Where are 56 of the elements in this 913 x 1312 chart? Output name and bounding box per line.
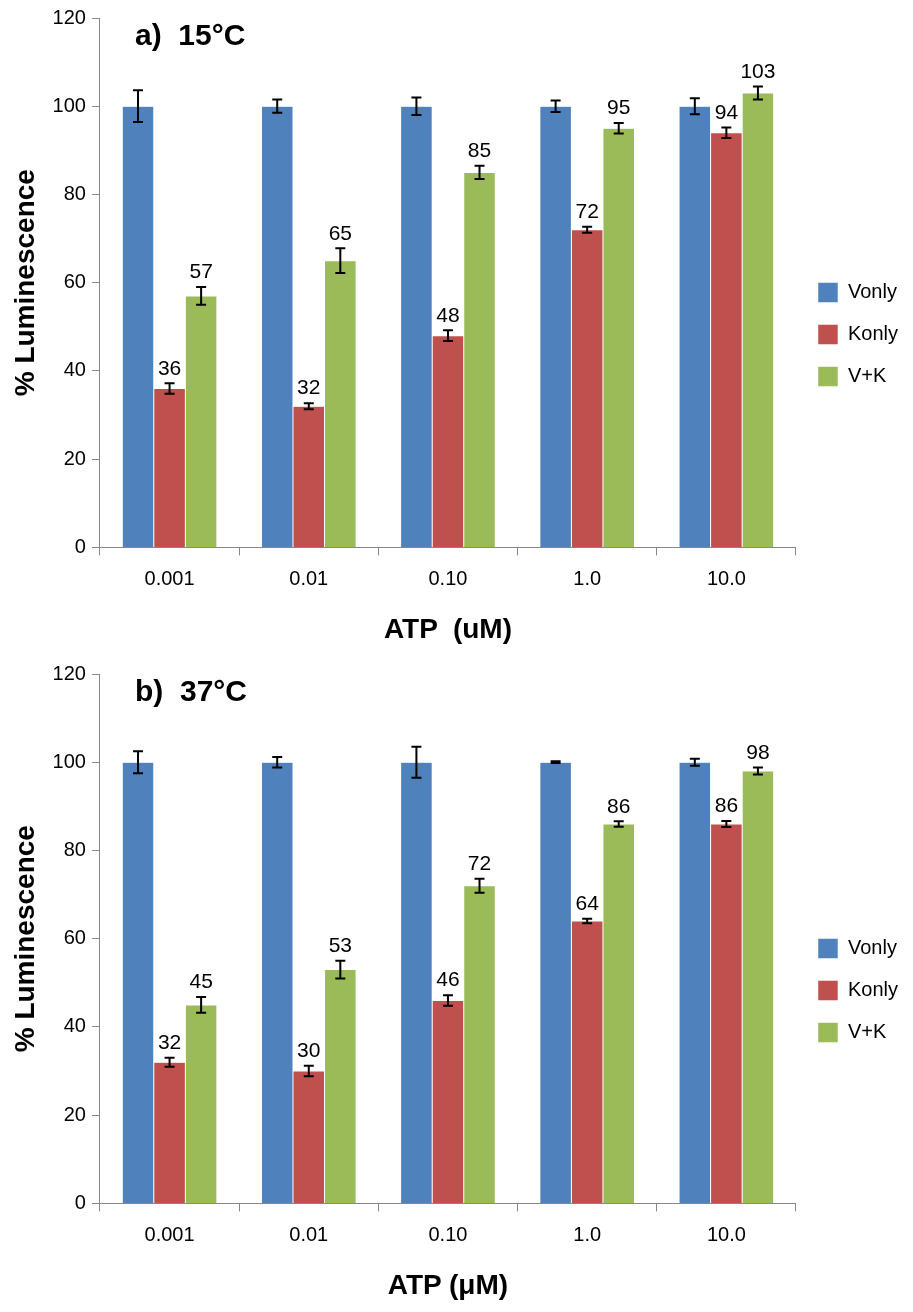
data-label: 86 [714, 793, 739, 817]
legend-label: Konly [847, 978, 898, 1001]
data-label: 103 [740, 58, 776, 82]
x-tick-label: 1.0 [573, 566, 602, 589]
x-tick-label: 10.0 [706, 566, 746, 589]
data-label: 95 [607, 95, 631, 119]
x-tick-label: 0.001 [144, 1222, 195, 1245]
data-label: 45 [189, 969, 213, 993]
x-tick-label: 0.10 [428, 566, 468, 589]
chart-title: b) 37°C [134, 674, 247, 708]
y-tick-label: 120 [52, 5, 86, 28]
legend-label: V+K [847, 1020, 887, 1043]
legend-label: Konly [847, 322, 898, 345]
data-label: 32 [157, 1030, 182, 1054]
legend-label: Vonly [847, 280, 897, 303]
data-label: 85 [467, 138, 492, 162]
data-label: 72 [575, 198, 599, 222]
y-tick-label: 100 [52, 749, 86, 772]
y-tick-label: 80 [63, 837, 86, 860]
x-axis-title: ATP (μM) [387, 1268, 509, 1300]
data-label: 48 [436, 302, 460, 326]
x-tick-label: 0.01 [289, 566, 329, 589]
y-tick-label: 40 [63, 358, 86, 381]
x-tick-label: 0.10 [428, 1222, 468, 1245]
data-label: 98 [746, 739, 770, 763]
legend-label: Vonly [847, 936, 897, 959]
data-label: 64 [575, 891, 600, 915]
y-tick-label: 40 [63, 1014, 86, 1037]
y-tick-label: 60 [63, 926, 86, 949]
y-axis-title: % Luminescence [8, 825, 40, 1053]
y-tick-label: 60 [63, 270, 86, 293]
y-tick-label: 20 [63, 1102, 86, 1125]
legend-label: V+K [847, 364, 887, 387]
data-label: 32 [297, 375, 321, 399]
data-label: 53 [328, 933, 352, 957]
chart-title: a) 15°C [134, 18, 246, 52]
data-label: 30 [297, 1038, 321, 1062]
x-tick-label: 1.0 [573, 1222, 602, 1245]
y-tick-label: 100 [52, 93, 86, 116]
data-label: 36 [157, 355, 182, 379]
y-tick-label: 0 [74, 1190, 86, 1213]
y-tick-label: 80 [63, 181, 86, 204]
data-label: 57 [189, 259, 213, 283]
data-label: 72 [467, 851, 492, 874]
data-label: 65 [328, 220, 352, 244]
data-label: 86 [607, 793, 631, 817]
x-tick-label: 0.001 [144, 566, 195, 589]
x-tick-label: 0.01 [289, 1222, 329, 1245]
x-axis-title: ATP (uM) [383, 612, 512, 644]
y-tick-label: 120 [52, 661, 86, 684]
data-label: 94 [714, 99, 739, 123]
y-tick-label: 0 [74, 534, 86, 557]
data-label: 46 [436, 967, 460, 991]
y-tick-label: 20 [63, 446, 86, 469]
y-axis-title: % Luminescence [8, 169, 40, 397]
x-tick-label: 10.0 [706, 1222, 746, 1245]
